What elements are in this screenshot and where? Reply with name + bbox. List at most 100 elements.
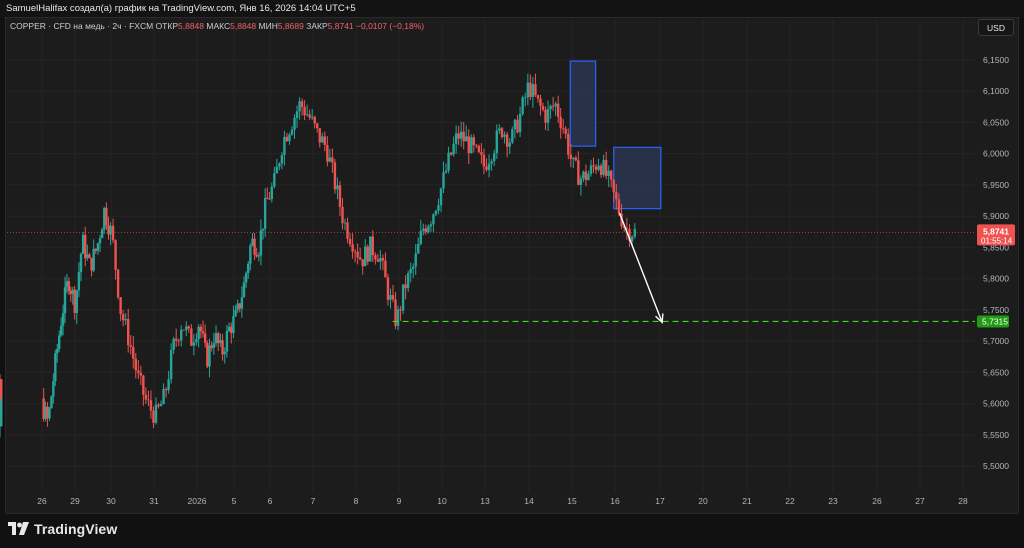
candle-body: [419, 230, 422, 245]
candle-body: [174, 338, 178, 341]
candle-body: [529, 82, 532, 97]
candle-body: [0, 407, 3, 424]
candle-body: [429, 224, 433, 227]
x-tick-label: 28: [958, 496, 968, 506]
open-value: 5,8848: [178, 21, 204, 31]
x-tick-label: 22: [785, 496, 795, 506]
candle-body: [607, 170, 610, 176]
candle-body: [77, 272, 81, 291]
candle-body: [316, 123, 319, 129]
candle-body: [412, 266, 415, 269]
candle-body: [172, 338, 175, 350]
x-tick-label: 2026: [188, 496, 207, 506]
candle-body: [121, 314, 125, 321]
candle-body: [546, 109, 550, 123]
candle-body: [221, 340, 224, 355]
candle-body: [536, 95, 540, 99]
y-tick-label: 5,8000: [983, 274, 1009, 284]
x-tick-label: 30: [106, 496, 116, 506]
candle-body: [582, 171, 585, 179]
candle-body: [50, 396, 53, 409]
candle-body: [609, 170, 613, 180]
candle-body: [574, 157, 578, 161]
candle-body: [310, 116, 314, 118]
candle-body: [214, 333, 218, 344]
candle-body: [223, 351, 226, 355]
candle-body: [56, 348, 59, 354]
candle-body: [495, 130, 499, 154]
candle-body: [444, 170, 448, 173]
y-tick-label: 5,7000: [983, 336, 1009, 346]
candle-body: [336, 185, 339, 190]
candle-body: [442, 172, 445, 189]
candle-body: [44, 406, 47, 419]
y-tick-label: 5,7500: [983, 305, 1009, 315]
candle-body: [437, 205, 440, 211]
zone-rectangle: [569, 60, 597, 147]
candle-body: [612, 179, 615, 193]
candle-body: [75, 290, 78, 313]
candle-body: [144, 394, 148, 400]
candle-body: [556, 103, 560, 117]
candle-body: [69, 290, 73, 294]
target-price-label: 5,7315: [982, 316, 1008, 326]
candle-body: [376, 259, 380, 262]
trend-arrow: [618, 212, 663, 323]
candle-body: [164, 389, 168, 391]
candle-body: [195, 339, 198, 343]
candle-body: [424, 228, 428, 232]
x-tick-label: 8: [354, 496, 359, 506]
tradingview-logo[interactable]: TradingView: [8, 519, 117, 539]
candle-body: [422, 228, 425, 231]
x-tick-label: 15: [567, 496, 577, 506]
candle-body: [493, 153, 496, 162]
candle-body: [278, 163, 281, 167]
candle-body: [572, 157, 575, 159]
candle-body: [384, 260, 387, 278]
y-tick-label: 6,0000: [983, 149, 1009, 159]
candle-body: [42, 398, 45, 419]
chart-panel[interactable]: [5, 17, 1019, 514]
candle-body: [0, 379, 3, 397]
candle-body: [338, 185, 342, 207]
symbol-name[interactable]: COPPER · CFD на медь · 2ч · FXCM: [10, 21, 154, 31]
candle-body: [67, 281, 71, 291]
candle-body: [513, 119, 517, 130]
candle-body: [249, 245, 252, 264]
candle-body: [401, 284, 405, 311]
candle-body: [242, 282, 246, 298]
y-tick-label: 5,9000: [983, 211, 1009, 221]
candle-body: [351, 244, 354, 252]
candle-body: [273, 173, 276, 187]
candle-body: [190, 328, 193, 346]
candle-body: [57, 335, 61, 349]
candle-body: [206, 342, 209, 367]
candle-body: [331, 157, 334, 163]
candle-body: [234, 310, 237, 317]
candle-body: [52, 381, 55, 397]
candle-body: [554, 103, 557, 107]
candle-body: [409, 268, 412, 274]
candle-body: [212, 343, 216, 348]
candle-body: [498, 128, 501, 131]
candle-body: [219, 340, 222, 344]
candle-body: [454, 133, 458, 144]
candle-body: [65, 281, 69, 288]
candle-body: [98, 238, 102, 244]
currency-button[interactable]: USD: [978, 19, 1014, 36]
candle-body: [584, 171, 588, 180]
tradingview-logo-icon: [8, 522, 29, 535]
candle-body: [505, 134, 509, 147]
candle-body: [628, 228, 631, 241]
candle-body: [152, 410, 155, 423]
candle-body: [508, 142, 511, 147]
candle-body: [343, 222, 347, 224]
candle-body: [447, 152, 450, 171]
candle-body: [328, 157, 332, 162]
candle-body: [396, 309, 400, 326]
candle-body: [167, 379, 170, 391]
candle-body: [394, 299, 397, 326]
y-tick-label: 6,1000: [983, 86, 1009, 96]
candle-body: [597, 165, 600, 170]
